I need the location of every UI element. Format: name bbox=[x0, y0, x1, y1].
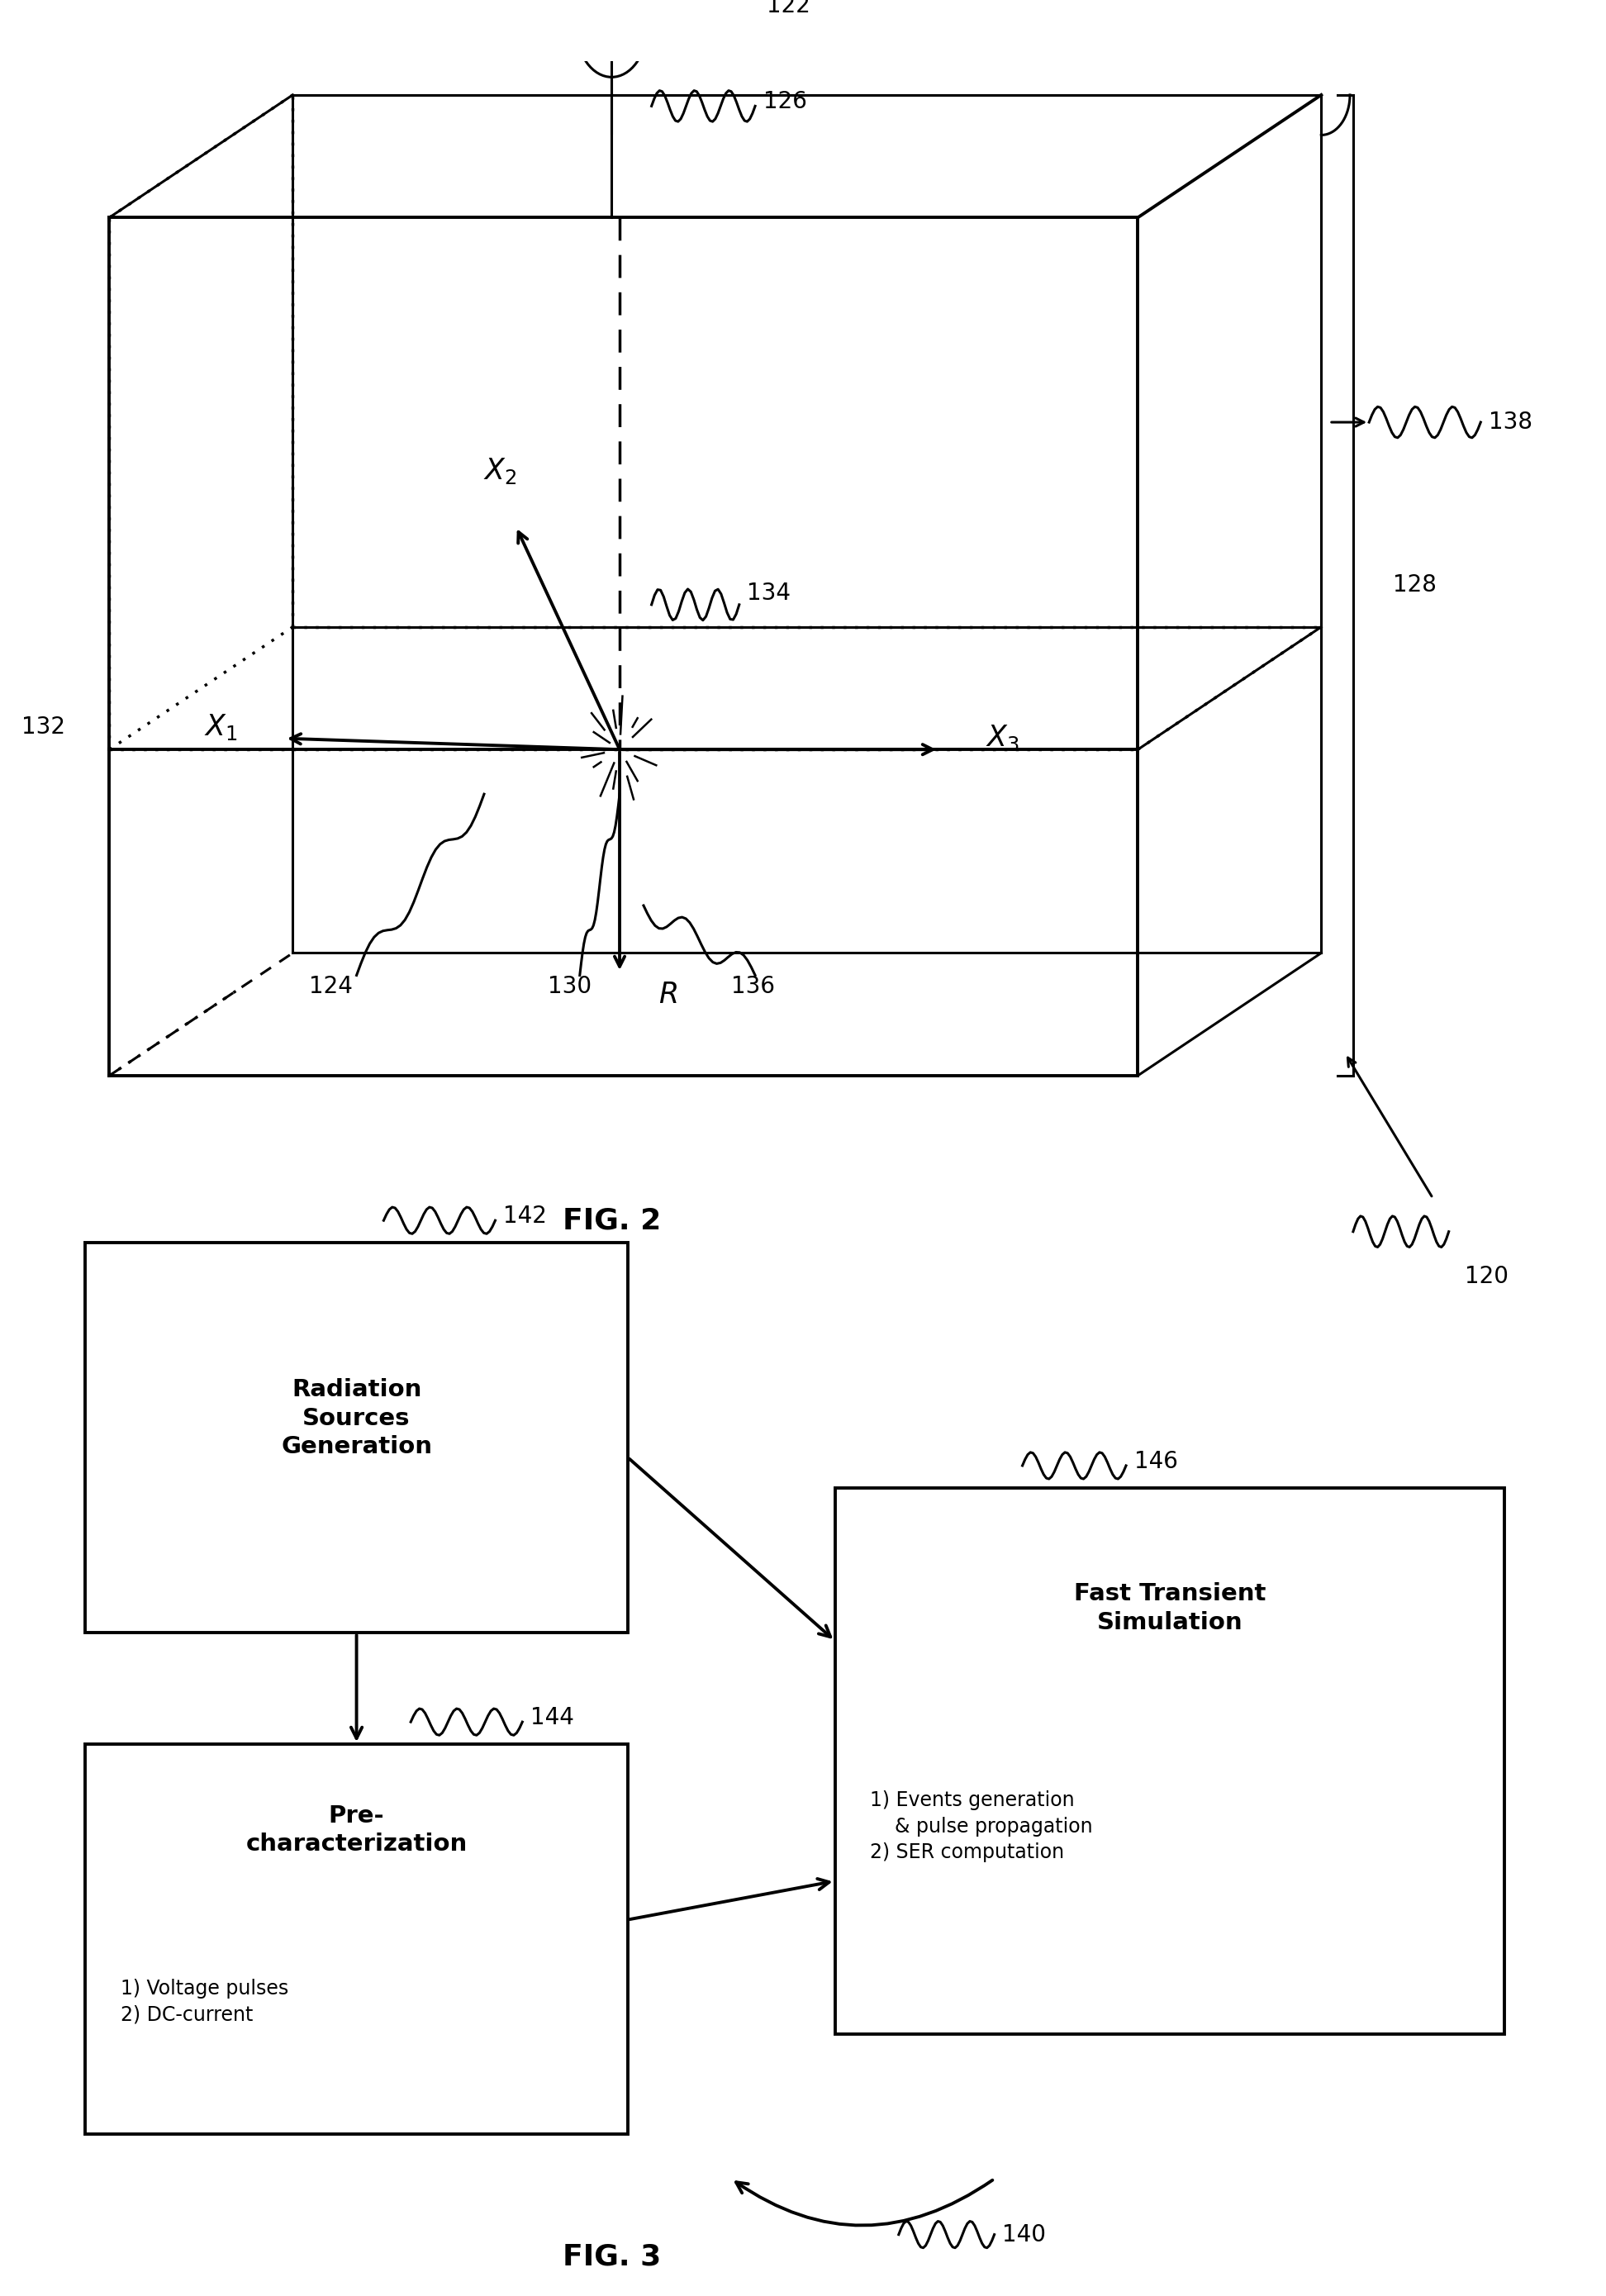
Text: Pre-
characterization: Pre- characterization bbox=[246, 1805, 467, 1855]
Text: 130: 130 bbox=[548, 976, 591, 999]
Text: 142: 142 bbox=[503, 1205, 548, 1228]
Bar bbox=[85, 1745, 628, 2135]
Text: 124: 124 bbox=[308, 976, 352, 999]
Text: $R$: $R$ bbox=[658, 980, 676, 1008]
Text: 138: 138 bbox=[1489, 411, 1532, 434]
Text: 1) Events generation
    & pulse propagation
2) SER computation: 1) Events generation & pulse propagation… bbox=[870, 1791, 1092, 1862]
Text: FIG. 3: FIG. 3 bbox=[562, 2243, 662, 2271]
Text: 132: 132 bbox=[22, 716, 66, 739]
Text: 136: 136 bbox=[731, 976, 776, 999]
Text: 140: 140 bbox=[1002, 2223, 1046, 2245]
Text: $X_2$: $X_2$ bbox=[483, 457, 517, 487]
Text: Fast Transient
Simulation: Fast Transient Simulation bbox=[1074, 1582, 1266, 1635]
Text: 126: 126 bbox=[763, 90, 806, 113]
Text: FIG. 2: FIG. 2 bbox=[562, 1205, 662, 1235]
Text: 1) Voltage pulses
2) DC-current: 1) Voltage pulses 2) DC-current bbox=[120, 1979, 289, 2025]
Bar bbox=[85, 1242, 628, 1632]
Text: 120: 120 bbox=[1465, 1265, 1508, 1288]
Text: 144: 144 bbox=[530, 1706, 573, 1729]
Text: 146: 146 bbox=[1134, 1449, 1177, 1472]
Text: $X_1$: $X_1$ bbox=[204, 712, 238, 742]
Text: 128: 128 bbox=[1392, 574, 1437, 597]
Text: 122: 122 bbox=[766, 0, 809, 18]
Bar bbox=[835, 1488, 1505, 2034]
Text: $X_3$: $X_3$ bbox=[986, 723, 1020, 753]
Text: Radiation
Sources
Generation: Radiation Sources Generation bbox=[281, 1378, 432, 1458]
Text: 134: 134 bbox=[747, 581, 792, 606]
